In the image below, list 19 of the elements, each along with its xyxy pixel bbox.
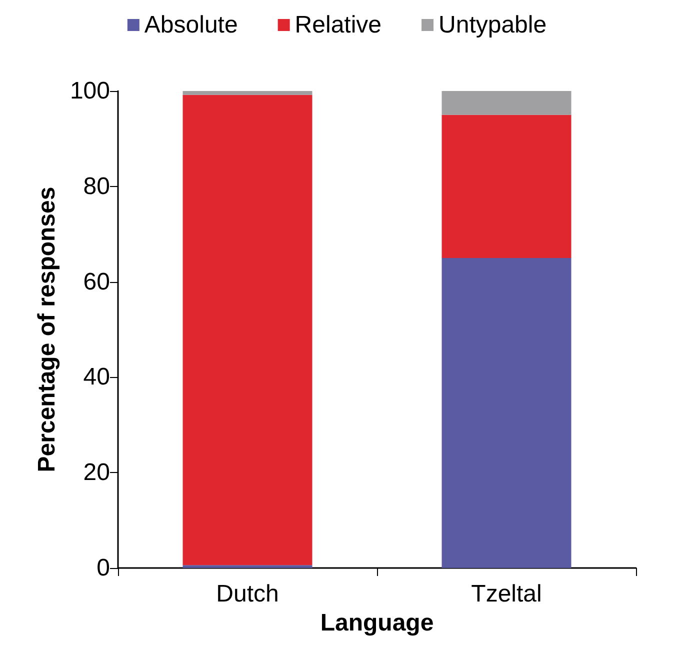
y-tick-label: 40 bbox=[83, 364, 110, 391]
legend-label: Absolute bbox=[144, 12, 238, 38]
y-tick-label: 100 bbox=[70, 78, 110, 104]
bar bbox=[182, 94, 312, 566]
bar bbox=[442, 114, 572, 258]
y-tick-label: 0 bbox=[96, 554, 110, 582]
y-axis-title: Percentage of responses bbox=[34, 186, 61, 472]
x-tick-label: Dutch bbox=[216, 580, 279, 608]
x-axis-title: Language bbox=[320, 609, 434, 636]
y-tick-label: 60 bbox=[83, 268, 110, 296]
bar bbox=[442, 258, 572, 568]
bar bbox=[182, 91, 312, 95]
y-tick-label: 20 bbox=[83, 459, 110, 486]
bar bbox=[442, 91, 572, 115]
legend-label: Untypable bbox=[438, 12, 547, 38]
x-tick-label: Tzeltal bbox=[471, 580, 542, 608]
y-tick-label: 80 bbox=[83, 172, 110, 200]
bar bbox=[182, 565, 312, 568]
legend-label: Relative bbox=[294, 12, 382, 38]
